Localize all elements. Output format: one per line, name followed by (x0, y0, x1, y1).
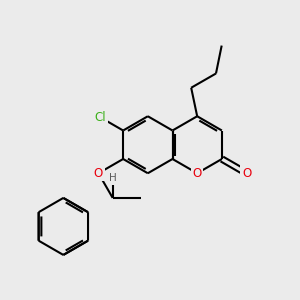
Text: H: H (109, 173, 117, 183)
Text: O: O (242, 167, 251, 180)
Text: O: O (193, 167, 202, 180)
Text: Cl: Cl (94, 111, 106, 124)
Text: O: O (94, 167, 103, 180)
